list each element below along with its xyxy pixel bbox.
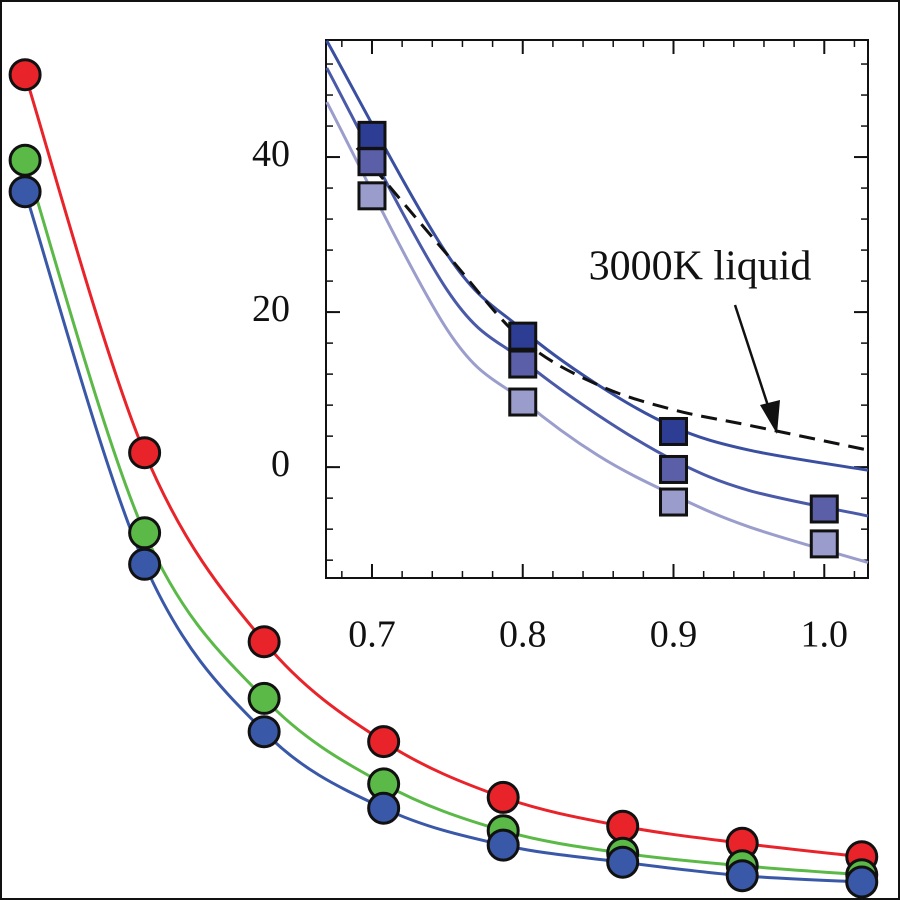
arrow-head — [760, 400, 780, 434]
x-tick-label: 0.9 — [650, 614, 698, 656]
fit-curve — [325, 101, 869, 564]
main-plot — [8, 58, 879, 899]
circle-marker — [247, 715, 281, 749]
annotation-arrow — [733, 304, 780, 434]
arrow-shaft — [733, 304, 774, 419]
circle-marker — [8, 175, 42, 209]
circle-marker — [845, 865, 879, 899]
square-marker — [508, 387, 538, 417]
square-marker — [659, 487, 689, 517]
square-marker — [508, 321, 538, 351]
y-tick-label: 0 — [271, 443, 290, 485]
x-tick-label: 0.8 — [499, 614, 547, 656]
square-marker — [357, 181, 387, 211]
circle-marker — [486, 828, 520, 862]
circle-marker — [247, 625, 281, 659]
circle-marker — [486, 780, 520, 814]
circle-marker — [128, 516, 162, 550]
circle-marker — [247, 681, 281, 715]
x-tick-label: 0.7 — [348, 614, 396, 656]
fit-curve — [325, 67, 869, 518]
annotation: 3000K liquid — [589, 244, 812, 290]
circle-marker — [606, 845, 640, 879]
square-marker — [357, 147, 387, 177]
y-tick-label: 40 — [252, 133, 290, 175]
circle-marker — [8, 143, 42, 177]
circle-marker — [367, 791, 401, 825]
square-marker — [357, 120, 387, 150]
circle-marker — [128, 547, 162, 581]
fit-curve — [355, 146, 869, 452]
square-marker — [659, 416, 689, 446]
inset-plot: 0.7 0.8 0.9 1.0 0 20 40 — [252, 40, 869, 656]
square-marker — [659, 454, 689, 484]
circle-marker — [128, 436, 162, 470]
y-tick-label: 20 — [252, 288, 290, 330]
inset-frame — [325, 39, 869, 579]
square-marker — [508, 349, 538, 379]
circle-marker — [8, 58, 42, 92]
x-tick-label: 1.0 — [801, 614, 849, 656]
square-marker — [809, 494, 839, 524]
square-marker — [809, 529, 839, 559]
circle-marker — [725, 859, 759, 893]
circle-marker — [367, 725, 401, 759]
fit-curve — [325, 40, 869, 472]
